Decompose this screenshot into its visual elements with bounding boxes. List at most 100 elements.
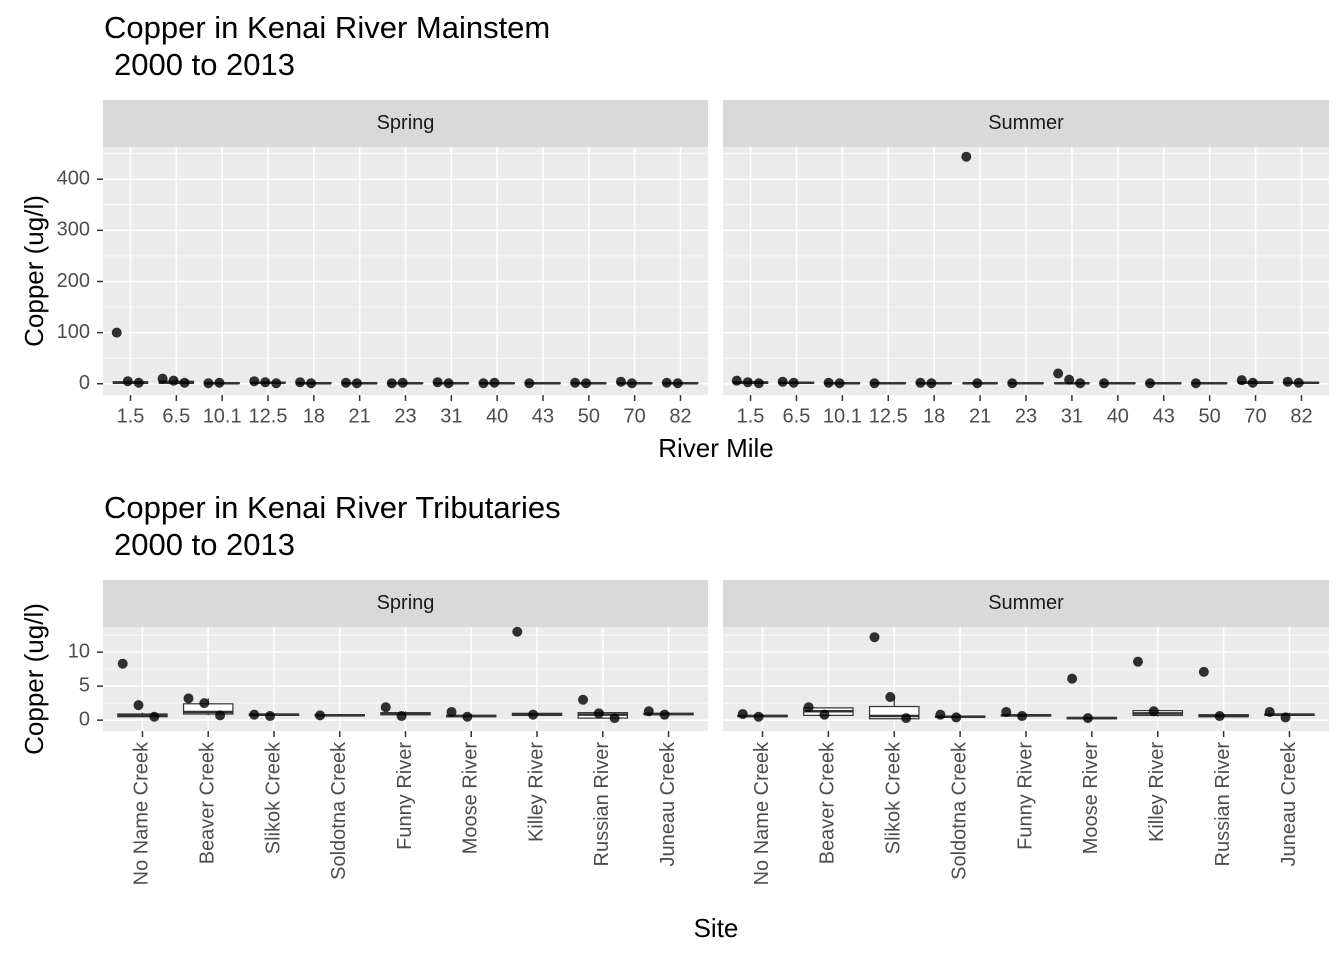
point — [1190, 378, 1201, 389]
x-tick-label: No Name Creek — [131, 741, 153, 885]
y-tick-label: 400 — [57, 167, 90, 189]
point — [753, 378, 764, 389]
point — [951, 712, 962, 723]
x-tick-label: Beaver Creek — [817, 741, 839, 864]
point — [306, 378, 317, 389]
x-axis-title: River Mile — [658, 433, 774, 463]
strip — [103, 580, 708, 627]
y-axis-title: Copper (ug/l) — [19, 603, 49, 755]
point — [731, 375, 742, 386]
point — [315, 710, 326, 721]
y-tick-label: 300 — [57, 219, 90, 241]
x-tick-label: Juneau Creek — [657, 741, 679, 867]
x-tick-label: 50 — [1199, 405, 1221, 427]
x-tick-label: 1.5 — [737, 405, 765, 427]
x-tick-label: Soldotna Creek — [328, 741, 350, 880]
point — [615, 376, 626, 387]
chart-subtitle: 2000 to 2013 — [114, 47, 295, 82]
y-tick-label: 200 — [57, 270, 90, 292]
point — [915, 377, 926, 388]
x-tick-label: 31 — [440, 405, 462, 427]
point — [1075, 378, 1086, 389]
point — [117, 658, 128, 669]
point — [1007, 378, 1018, 389]
point — [512, 626, 523, 637]
point — [397, 377, 408, 388]
point — [578, 694, 589, 705]
point — [1144, 378, 1155, 389]
point — [753, 711, 764, 722]
point — [1132, 656, 1143, 667]
point — [149, 711, 160, 722]
x-tick-label: Slikok Creek — [262, 741, 284, 854]
point — [396, 711, 407, 722]
x-tick-label: Slikok Creek — [883, 741, 905, 854]
point — [122, 376, 133, 387]
strip — [103, 100, 708, 147]
point — [609, 713, 620, 724]
point — [901, 713, 912, 724]
point — [819, 709, 830, 720]
point — [478, 378, 489, 389]
x-tick-label: 50 — [578, 405, 600, 427]
strip-label: Summer — [988, 592, 1064, 614]
point — [199, 698, 210, 709]
point — [737, 709, 748, 720]
y-tick-label: 10 — [68, 640, 90, 662]
point — [265, 711, 276, 722]
point — [935, 709, 946, 720]
point — [111, 327, 122, 338]
point — [672, 378, 683, 389]
point — [528, 709, 539, 720]
point — [1001, 706, 1012, 717]
strip — [723, 580, 1329, 627]
point — [1099, 378, 1110, 389]
x-tick-label: Russian River — [591, 742, 613, 867]
chart-title: Copper in Kenai River Mainstem — [104, 10, 550, 45]
x-tick-label: 40 — [1107, 405, 1129, 427]
y-tick-label: 100 — [57, 321, 90, 343]
x-tick-label: 12.5 — [249, 405, 288, 427]
point — [524, 378, 535, 389]
point — [260, 377, 271, 388]
x-tick-label: 21 — [349, 405, 371, 427]
point — [214, 377, 225, 388]
point — [643, 706, 654, 717]
x-tick-label: 12.5 — [869, 405, 908, 427]
point — [1017, 711, 1028, 722]
point — [626, 378, 637, 389]
x-tick-label: 6.5 — [783, 405, 811, 427]
point — [742, 377, 753, 388]
x-tick-label: Beaver Creek — [196, 741, 218, 864]
strip-label: Summer — [988, 112, 1064, 134]
point — [661, 377, 672, 388]
point — [443, 378, 454, 389]
point — [885, 692, 896, 703]
strip-label: Spring — [377, 112, 435, 134]
point — [351, 378, 362, 389]
chart-title: Copper in Kenai River Tributaries — [104, 490, 561, 525]
point — [203, 378, 214, 389]
y-tick-label: 0 — [79, 372, 90, 394]
x-tick-label: Soldotna Creek — [948, 741, 970, 880]
x-tick-label: 70 — [1244, 405, 1266, 427]
x-tick-label: 10.1 — [203, 405, 242, 427]
point — [489, 377, 500, 388]
point — [803, 702, 814, 713]
point — [386, 378, 397, 389]
x-tick-label: 21 — [969, 405, 991, 427]
point — [133, 700, 144, 711]
point — [215, 710, 226, 721]
point — [1148, 706, 1159, 717]
point — [926, 378, 937, 389]
x-tick-label: Killey River — [1146, 742, 1168, 842]
x-tick-label: 70 — [624, 405, 646, 427]
point — [179, 377, 190, 388]
x-tick-label: 23 — [394, 405, 416, 427]
x-tick-label: 6.5 — [162, 405, 190, 427]
point — [183, 693, 194, 704]
point — [570, 377, 581, 388]
x-tick-label: 18 — [303, 405, 325, 427]
